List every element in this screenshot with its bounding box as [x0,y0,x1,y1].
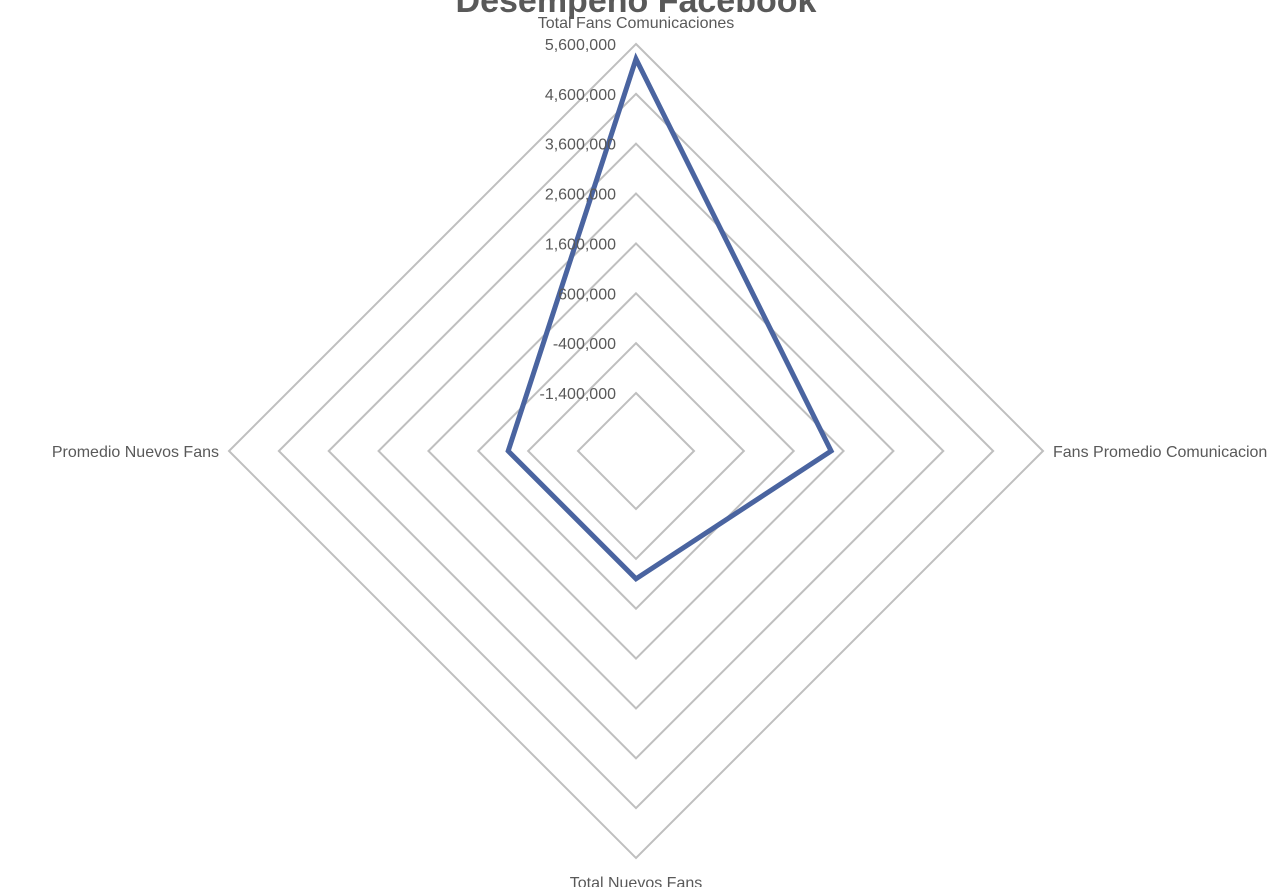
category-label: Total Nuevos Fans [570,875,703,887]
radar-grid [227,42,1045,860]
grid-ring [576,391,696,511]
grid-ring [476,291,796,611]
series-line [505,52,835,583]
grid-ring [377,192,895,710]
tick-label: 1,600,000 [545,236,616,253]
grid-ring [227,42,1045,860]
category-label: Fans Promedio Comunicaciones [1053,444,1268,461]
tick-label: 4,600,000 [545,87,616,104]
category-labels: Total Fans Comunicaciones Fans Promedio C… [52,15,1268,887]
grid-ring [427,242,845,660]
tick-label: 3,600,000 [545,137,616,154]
grid-ring [327,142,945,760]
tick-label: 5,600,000 [545,37,616,54]
grid-ring [526,341,746,561]
tick-label: -1,400,000 [539,386,616,403]
category-label: Total Fans Comunicaciones [538,15,735,32]
tick-label: 600,000 [558,286,616,303]
tick-label: -400,000 [553,336,616,353]
value-axis-ticks: -1,400,000 -400,000 600,000 1,600,000 2,600,… [539,37,616,403]
tick-label: 2,600,000 [545,187,616,204]
category-label: Promedio Nuevos Fans [52,444,219,461]
chart-title: Desempeño Facebook [456,0,817,20]
grid-ring [277,92,995,810]
series-layer [505,52,835,583]
